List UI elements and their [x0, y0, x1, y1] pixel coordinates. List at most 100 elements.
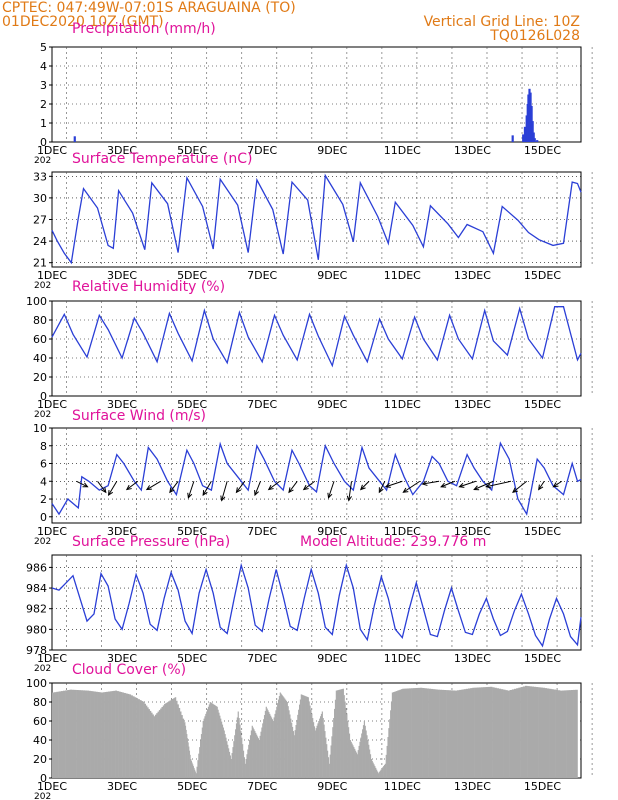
cloud-bar [476, 687, 480, 778]
wind-arrow [378, 481, 386, 493]
cloud-bar [303, 695, 305, 778]
x-tick-label: 5DEC [177, 398, 207, 411]
header-date-line: 01DEC2020 10Z (GMT) [2, 14, 164, 30]
y-tick-label: 40 [33, 352, 47, 365]
cloud-bar [373, 764, 375, 778]
cloud-bar [328, 763, 330, 778]
x-tick-label: 9DEC [317, 398, 347, 411]
cloud-bar [397, 690, 399, 778]
cloud-bar [487, 686, 491, 778]
cloud-bar [125, 693, 128, 778]
cloud-bar [182, 718, 185, 778]
cloud-bar [113, 690, 116, 778]
wind-arrow [202, 481, 212, 496]
cloud-bar [200, 734, 203, 778]
cloud-bar [296, 719, 298, 778]
y-tick-label: 984 [26, 582, 47, 595]
cloud-bar [301, 694, 303, 778]
wind-arrow-head [346, 495, 352, 502]
cloud-bar [62, 690, 66, 778]
y-tick-label: 20 [33, 753, 47, 766]
cloud-bar [520, 687, 524, 778]
cloud-bar [500, 689, 504, 778]
cloud-bar [300, 694, 302, 778]
cloud-bar [227, 744, 229, 778]
cloud-bar [238, 718, 240, 778]
x-tick-label: 13DEC [454, 398, 491, 411]
cloud-bar [367, 740, 369, 778]
precip-bar [73, 136, 76, 142]
cloud-bar [393, 692, 395, 778]
cloud-bar [263, 715, 266, 778]
wind-arrow-head [187, 492, 193, 499]
cloud-bar [465, 688, 469, 778]
cloud-bar [214, 705, 217, 778]
cloud-bar [175, 700, 178, 778]
wind-arrow [403, 480, 421, 493]
wind-arrow-head [101, 487, 107, 494]
cloud-bar [277, 703, 279, 778]
cloud-bar [570, 690, 574, 778]
wind-arrow-head [235, 487, 242, 494]
cloud-bar [214, 704, 216, 778]
cloud-bar [257, 738, 259, 778]
cloud-bar [235, 723, 238, 778]
cloud-bar [183, 722, 186, 778]
cloud-bar [87, 690, 90, 778]
panel-title: Cloud Cover (%) [72, 662, 186, 678]
cloud-bar [256, 734, 258, 778]
cloud-bar [402, 688, 405, 778]
cloud-bar [141, 701, 144, 778]
cloud-bar [362, 729, 364, 778]
x-tick-label: 15DEC [524, 398, 561, 411]
cloud-bar [298, 709, 300, 778]
cloud-bar [540, 687, 543, 778]
cloud-bar [341, 688, 344, 778]
cloud-bar [394, 691, 397, 778]
wind-arrow-head [538, 484, 544, 491]
cloud-bar [439, 689, 443, 778]
cloud-bar [88, 690, 91, 778]
cloud-bar [290, 718, 292, 778]
cloud-bar [144, 703, 147, 778]
panel-frame [51, 46, 582, 143]
cloud-bar [134, 697, 137, 778]
cloud-bar [559, 690, 563, 778]
cloud-bar [165, 703, 168, 778]
cloud-bar [90, 691, 93, 778]
cloud-bar [542, 687, 545, 778]
cloud-bar [498, 688, 502, 778]
y-tick-label: 982 [26, 603, 47, 616]
cloud-bar [549, 688, 552, 778]
panel-rh [49, 300, 593, 397]
cloud-bar [104, 692, 107, 778]
cloud-bar [236, 717, 238, 778]
cloud-bar [356, 754, 358, 778]
cloud-bar [366, 735, 368, 778]
cloud-bar [522, 686, 526, 778]
cloud-bar [274, 713, 276, 778]
cloud-bar [234, 735, 236, 778]
cloud-bar [370, 759, 372, 778]
cloud-bar [170, 699, 173, 778]
cloud-bar [312, 718, 314, 778]
cloud-bar [196, 766, 198, 778]
cloud-bar [108, 691, 111, 778]
x-tick-label: 9DEC [317, 652, 347, 665]
cloud-bar [383, 764, 386, 778]
cloud-bar [148, 709, 150, 778]
x-tick-label: 9DEC [317, 144, 347, 157]
x-tick-label: 15DEC [524, 780, 561, 793]
x-tick-label: 11DEC [384, 780, 421, 793]
cloud-bar [123, 692, 126, 778]
x-tick-label: 3DEC [107, 144, 137, 157]
cloud-bar [80, 690, 83, 778]
wind-arrow [328, 481, 335, 498]
wind-arrow [486, 480, 512, 488]
x-year-label-cut: 202 [34, 156, 51, 166]
x-year-label-cut: 202 [34, 410, 51, 420]
y-tick-label: 978 [26, 644, 47, 657]
cloud-bar [262, 723, 264, 778]
cloud-bar [247, 749, 249, 778]
cloud-bar [315, 728, 317, 778]
